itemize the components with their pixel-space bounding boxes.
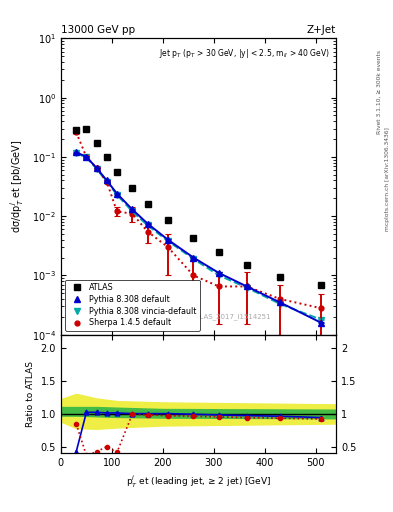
Text: Rivet 3.1.10, ≥ 300k events: Rivet 3.1.10, ≥ 300k events <box>377 50 382 134</box>
ATLAS <box>364 273 369 280</box>
Line: ATLAS: ATLAS <box>73 126 370 288</box>
ATLAS <box>217 249 221 255</box>
X-axis label: p$_T^j$ et (leading jet, ≥ 2 jet) [GeV]: p$_T^j$ et (leading jet, ≥ 2 jet) [GeV] <box>126 474 271 490</box>
ATLAS <box>318 282 323 288</box>
Line: Pythia 8.308 vincia-default: Pythia 8.308 vincia-default <box>73 151 323 322</box>
Pythia 8.308 vincia-default <box>165 238 170 244</box>
Pythia 8.308 default <box>217 270 221 276</box>
Pythia 8.308 default <box>130 206 134 212</box>
ATLAS <box>115 169 119 175</box>
Line: Sherpa 1.4.5 default: Sherpa 1.4.5 default <box>74 130 323 311</box>
Pythia 8.308 vincia-default <box>84 154 89 160</box>
Sherpa 1.4.5 default <box>191 272 196 279</box>
Pythia 8.308 default <box>145 221 150 227</box>
Pythia 8.308 vincia-default <box>74 150 79 156</box>
Sherpa 1.4.5 default <box>130 210 134 217</box>
Sherpa 1.4.5 default <box>94 165 99 171</box>
Sherpa 1.4.5 default <box>277 296 282 302</box>
ATLAS <box>105 154 109 160</box>
Y-axis label: Ratio to ATLAS: Ratio to ATLAS <box>26 361 35 427</box>
Pythia 8.308 vincia-default <box>145 222 150 228</box>
ATLAS <box>74 127 79 134</box>
Sherpa 1.4.5 default <box>74 129 79 135</box>
Pythia 8.308 vincia-default <box>318 316 323 323</box>
Pythia 8.308 vincia-default <box>105 179 109 185</box>
Pythia 8.308 vincia-default <box>191 256 196 262</box>
Text: mcplots.cern.ch [arXiv:1306.3436]: mcplots.cern.ch [arXiv:1306.3436] <box>385 127 389 231</box>
Pythia 8.308 default <box>318 319 323 326</box>
Pythia 8.308 default <box>74 149 79 155</box>
ATLAS <box>244 262 249 268</box>
Pythia 8.308 default <box>244 284 249 290</box>
Pythia 8.308 vincia-default <box>130 208 134 215</box>
Pythia 8.308 default <box>277 300 282 306</box>
ATLAS <box>130 185 134 191</box>
Pythia 8.308 vincia-default <box>94 166 99 172</box>
Sherpa 1.4.5 default <box>244 284 249 290</box>
Legend: ATLAS, Pythia 8.308 default, Pythia 8.308 vincia-default, Sherpa 1.4.5 default: ATLAS, Pythia 8.308 default, Pythia 8.30… <box>65 280 200 331</box>
ATLAS <box>165 217 170 223</box>
Pythia 8.308 default <box>115 190 119 197</box>
Pythia 8.308 default <box>191 254 196 261</box>
Text: Jet p$_T$ (p$_T$ > 30 GeV, |y| < 2.5, m$_{ll}$ > 40 GeV): Jet p$_T$ (p$_T$ > 30 GeV, |y| < 2.5, m$… <box>159 47 331 60</box>
Sherpa 1.4.5 default <box>115 208 119 215</box>
ATLAS <box>145 201 150 207</box>
Pythia 8.308 default <box>105 177 109 183</box>
Pythia 8.308 vincia-default <box>217 272 221 279</box>
Pythia 8.308 vincia-default <box>277 301 282 307</box>
ATLAS <box>191 235 196 241</box>
Pythia 8.308 default <box>94 165 99 171</box>
Text: Z+Jet: Z+Jet <box>307 25 336 35</box>
Pythia 8.308 default <box>165 237 170 243</box>
Sherpa 1.4.5 default <box>217 284 221 290</box>
ATLAS <box>277 273 282 280</box>
Sherpa 1.4.5 default <box>318 305 323 311</box>
Pythia 8.308 vincia-default <box>244 285 249 291</box>
Line: Pythia 8.308 default: Pythia 8.308 default <box>73 150 323 325</box>
Text: ATLAS_2017_I1514251: ATLAS_2017_I1514251 <box>192 313 271 320</box>
Sherpa 1.4.5 default <box>84 154 89 160</box>
Sherpa 1.4.5 default <box>165 244 170 250</box>
Sherpa 1.4.5 default <box>105 179 109 185</box>
Text: 13000 GeV pp: 13000 GeV pp <box>61 25 135 35</box>
Y-axis label: dσ/dp$_T^j$ et [pb/GeV]: dσ/dp$_T^j$ et [pb/GeV] <box>9 140 26 233</box>
ATLAS <box>84 126 89 133</box>
Pythia 8.308 default <box>84 154 89 160</box>
ATLAS <box>94 140 99 146</box>
Pythia 8.308 vincia-default <box>115 191 119 198</box>
Sherpa 1.4.5 default <box>145 228 150 234</box>
